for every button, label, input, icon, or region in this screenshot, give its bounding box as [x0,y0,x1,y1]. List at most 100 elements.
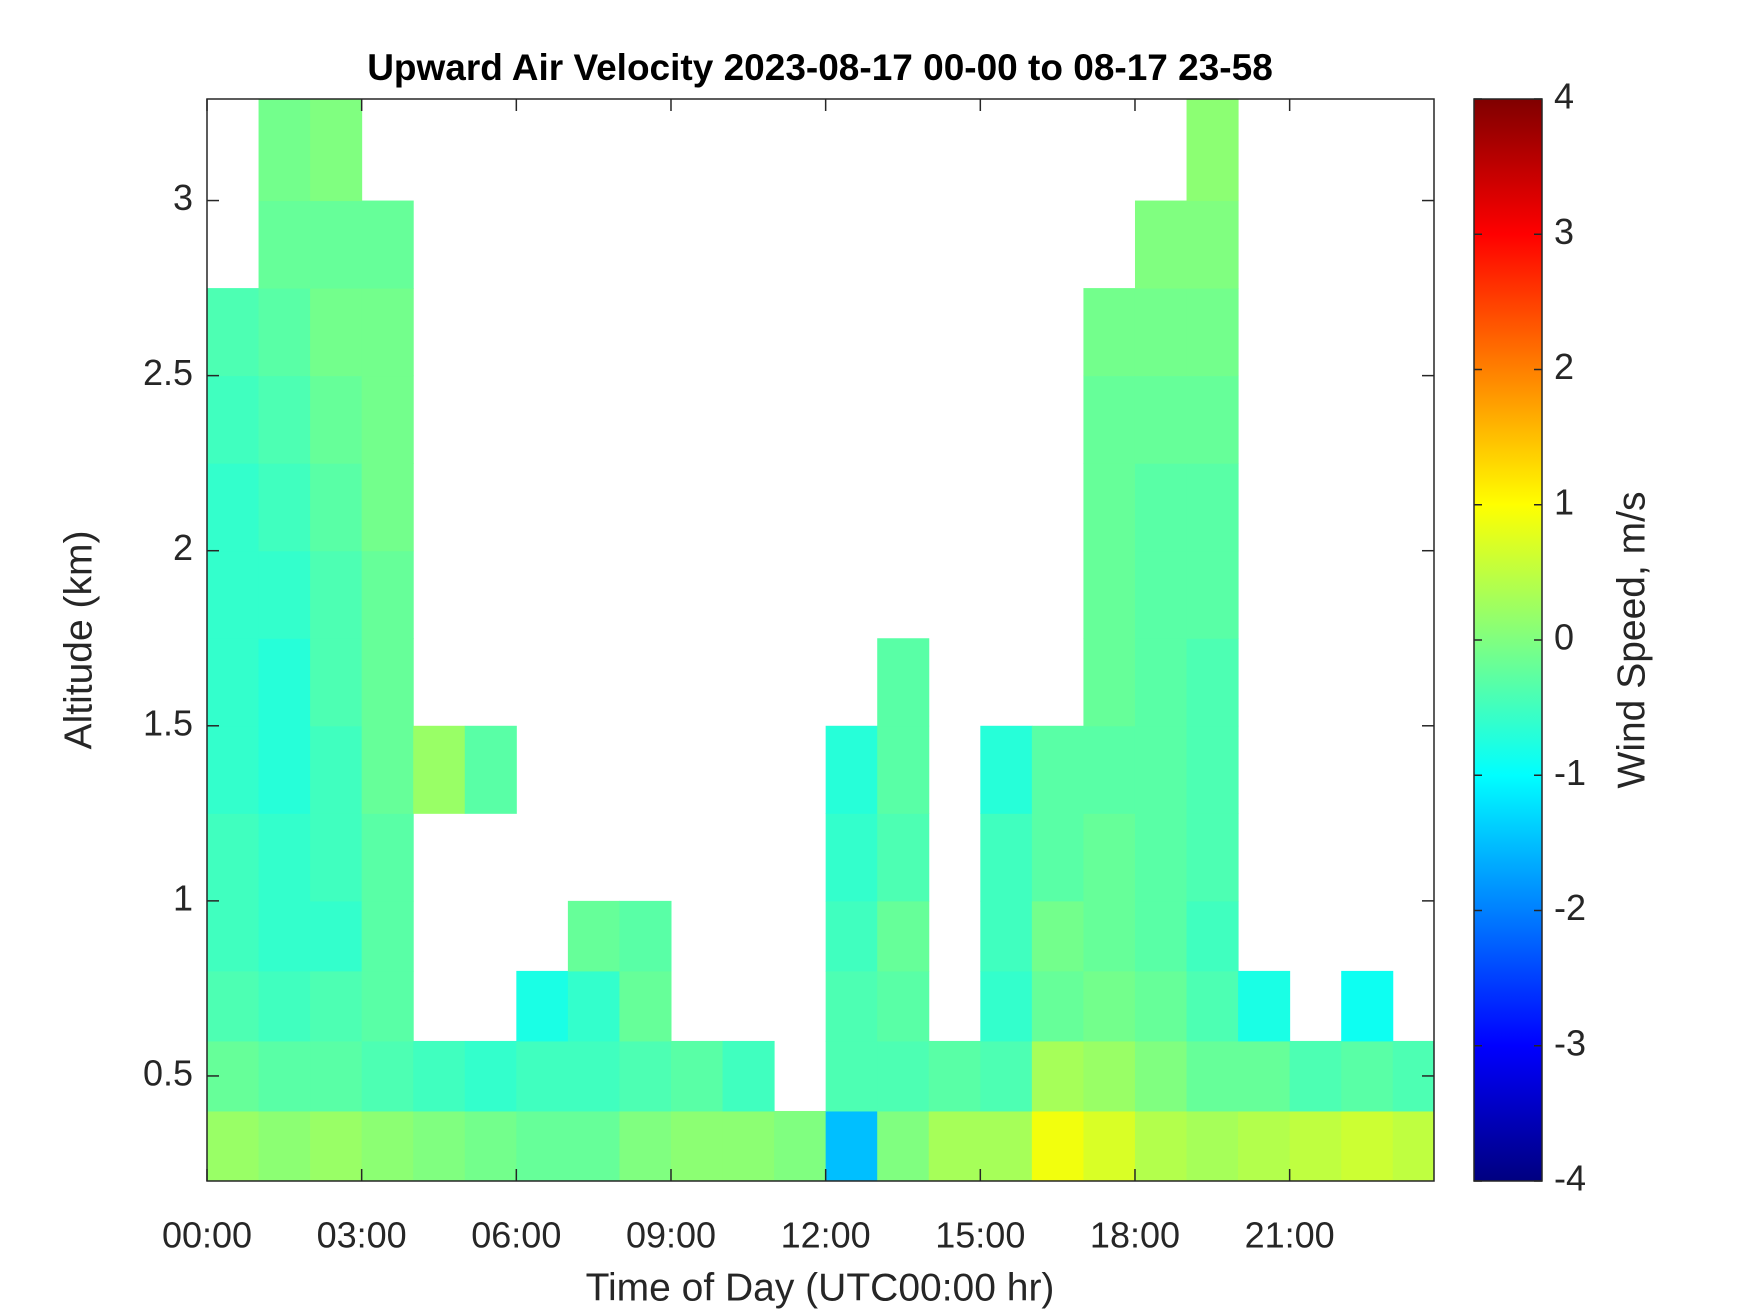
heatmap-cell [619,1040,672,1112]
heatmap-cell [1186,550,1239,639]
heatmap-cell [1134,288,1188,377]
heatmap-cell [1238,1040,1291,1112]
heatmap-cell [1031,900,1084,972]
heatmap-cell [1186,200,1239,289]
heatmap-cell [722,1110,775,1182]
heatmap-cell [1083,375,1136,464]
heatmap-cell [567,1110,620,1182]
heatmap-cell [310,725,363,814]
heatmap-cell [207,463,260,552]
heatmap-cell [1186,638,1239,727]
heatmap-cell [980,725,1033,814]
x-tick-label: 06:00 [471,1215,561,1256]
heatmap-cell [670,1040,724,1112]
heatmap-cell [258,1110,311,1182]
heatmap-cell [310,463,363,552]
heatmap-cell [1083,288,1136,377]
heatmap-cell [361,900,414,972]
heatmap-cell [1186,725,1239,814]
heatmap-cell [877,813,930,902]
heatmap-cell [207,725,260,814]
heatmap-cell [1186,1040,1239,1112]
heatmap-cell [361,1110,414,1182]
heatmap-cell [258,970,311,1042]
heatmap-cell [207,550,260,639]
heatmap-cell [1186,99,1239,202]
heatmap-cell [1031,1110,1084,1182]
heatmap-cell [361,813,414,902]
heatmap-cell [1031,813,1084,902]
heatmap-cell [310,900,363,972]
heatmap-cell [1186,813,1239,902]
x-tick-label: 03:00 [317,1215,407,1256]
heatmap-cell [980,900,1033,972]
heatmap-cell [310,375,363,464]
y-tick-label: 3 [173,177,193,218]
plot-frame [206,98,1435,1182]
heatmap-cell [825,1040,878,1112]
heatmap-cell [1186,1110,1239,1182]
heatmap-cell [825,970,878,1042]
heatmap-cell [825,1110,878,1182]
heatmap-cell [1134,463,1188,552]
heatmap-cell [1083,725,1136,814]
heatmap-cell [310,638,363,727]
x-axis-label: Time of Day (UTC00:00 hr) [586,1266,1055,1309]
heatmap-cell [1134,970,1188,1042]
heatmap-cell [310,970,363,1042]
heatmap-cell [1186,288,1239,377]
heatmap-cell [361,288,414,377]
heatmap-cell [1134,725,1188,814]
heatmap-cell [310,288,363,377]
heatmap-cell [258,1040,311,1112]
heatmap-cell [1341,1110,1394,1182]
heatmap-cell [258,900,311,972]
heatmap-cell [877,1040,930,1112]
heatmap-cell [1341,970,1394,1042]
y-tick-label: 2 [173,527,193,568]
x-tick-label: 09:00 [626,1215,716,1256]
colorbar-tick-label: 2 [1554,346,1574,387]
heatmap-cell [774,1110,827,1182]
heatmap-cell [980,970,1033,1042]
heatmap-cell [258,638,311,727]
heatmap-cell [1083,970,1136,1042]
colorbar-tick-label: -1 [1554,752,1586,793]
heatmap-cell [361,1040,414,1112]
heatmap-cell [877,638,930,727]
heatmap-cell [1134,1040,1188,1112]
heatmap-cell [1031,725,1084,814]
heatmap-cell [207,638,260,727]
heatmap-cell [310,1040,363,1112]
heatmap-cell [877,900,930,972]
heatmap-cell [310,99,363,202]
colorbar-label: Wind Speed, m/s [1610,492,1653,789]
heatmap-cell [1289,1110,1342,1182]
heatmap-cell [258,375,311,464]
heatmap-cell [413,1110,466,1182]
heatmap-cell [980,1040,1033,1112]
y-tick-label: 2.5 [143,352,193,393]
heatmap-cell [258,813,311,902]
heatmap-cell [877,725,930,814]
y-tick-label: 1.5 [143,702,193,743]
heatmap-cell [258,99,311,202]
heatmap-cell [1186,463,1239,552]
heatmap-cell [567,970,620,1042]
x-tick-label: 18:00 [1090,1215,1180,1256]
heatmap-cell [1134,550,1188,639]
heatmap-cell [310,1110,363,1182]
heatmap-cell [310,550,363,639]
heatmap-cell [1083,813,1136,902]
heatmap-cell [1031,1040,1084,1112]
heatmap-cell [258,463,311,552]
colorbar-tick-label: 4 [1554,76,1574,117]
heatmap-cell [1134,375,1188,464]
y-axis-label: Altitude (km) [57,531,100,750]
heatmap-cell [207,288,260,377]
heatmap-cell [207,1110,260,1182]
x-tick-label: 15:00 [935,1215,1025,1256]
y-tick-label: 1 [173,877,193,918]
